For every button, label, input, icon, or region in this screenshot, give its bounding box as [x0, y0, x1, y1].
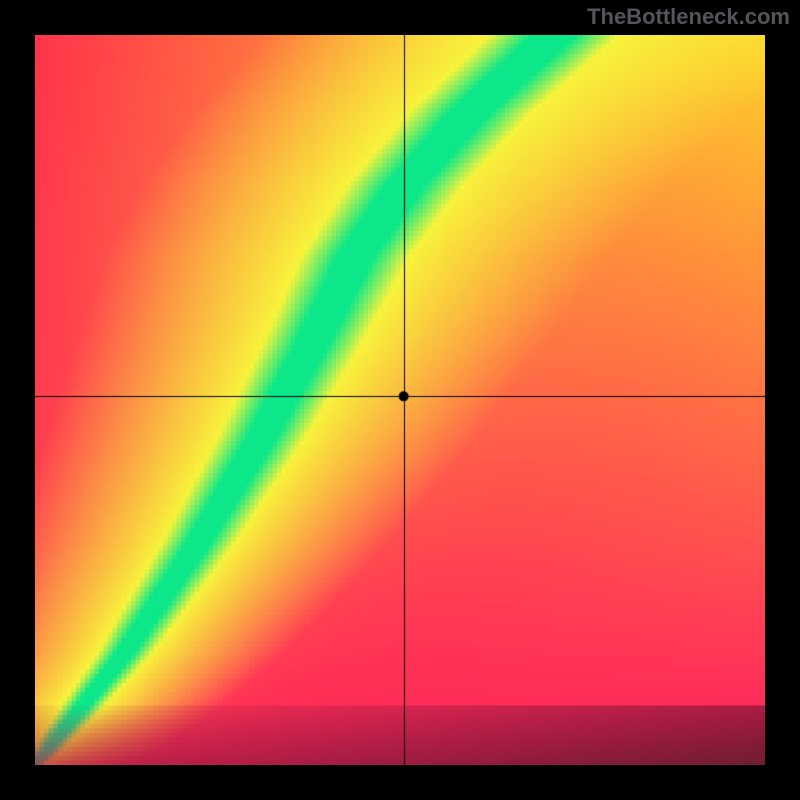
bottleneck-heatmap	[35, 35, 765, 765]
chart-container: TheBottleneck.com	[0, 0, 800, 800]
watermark-text: TheBottleneck.com	[587, 4, 790, 30]
